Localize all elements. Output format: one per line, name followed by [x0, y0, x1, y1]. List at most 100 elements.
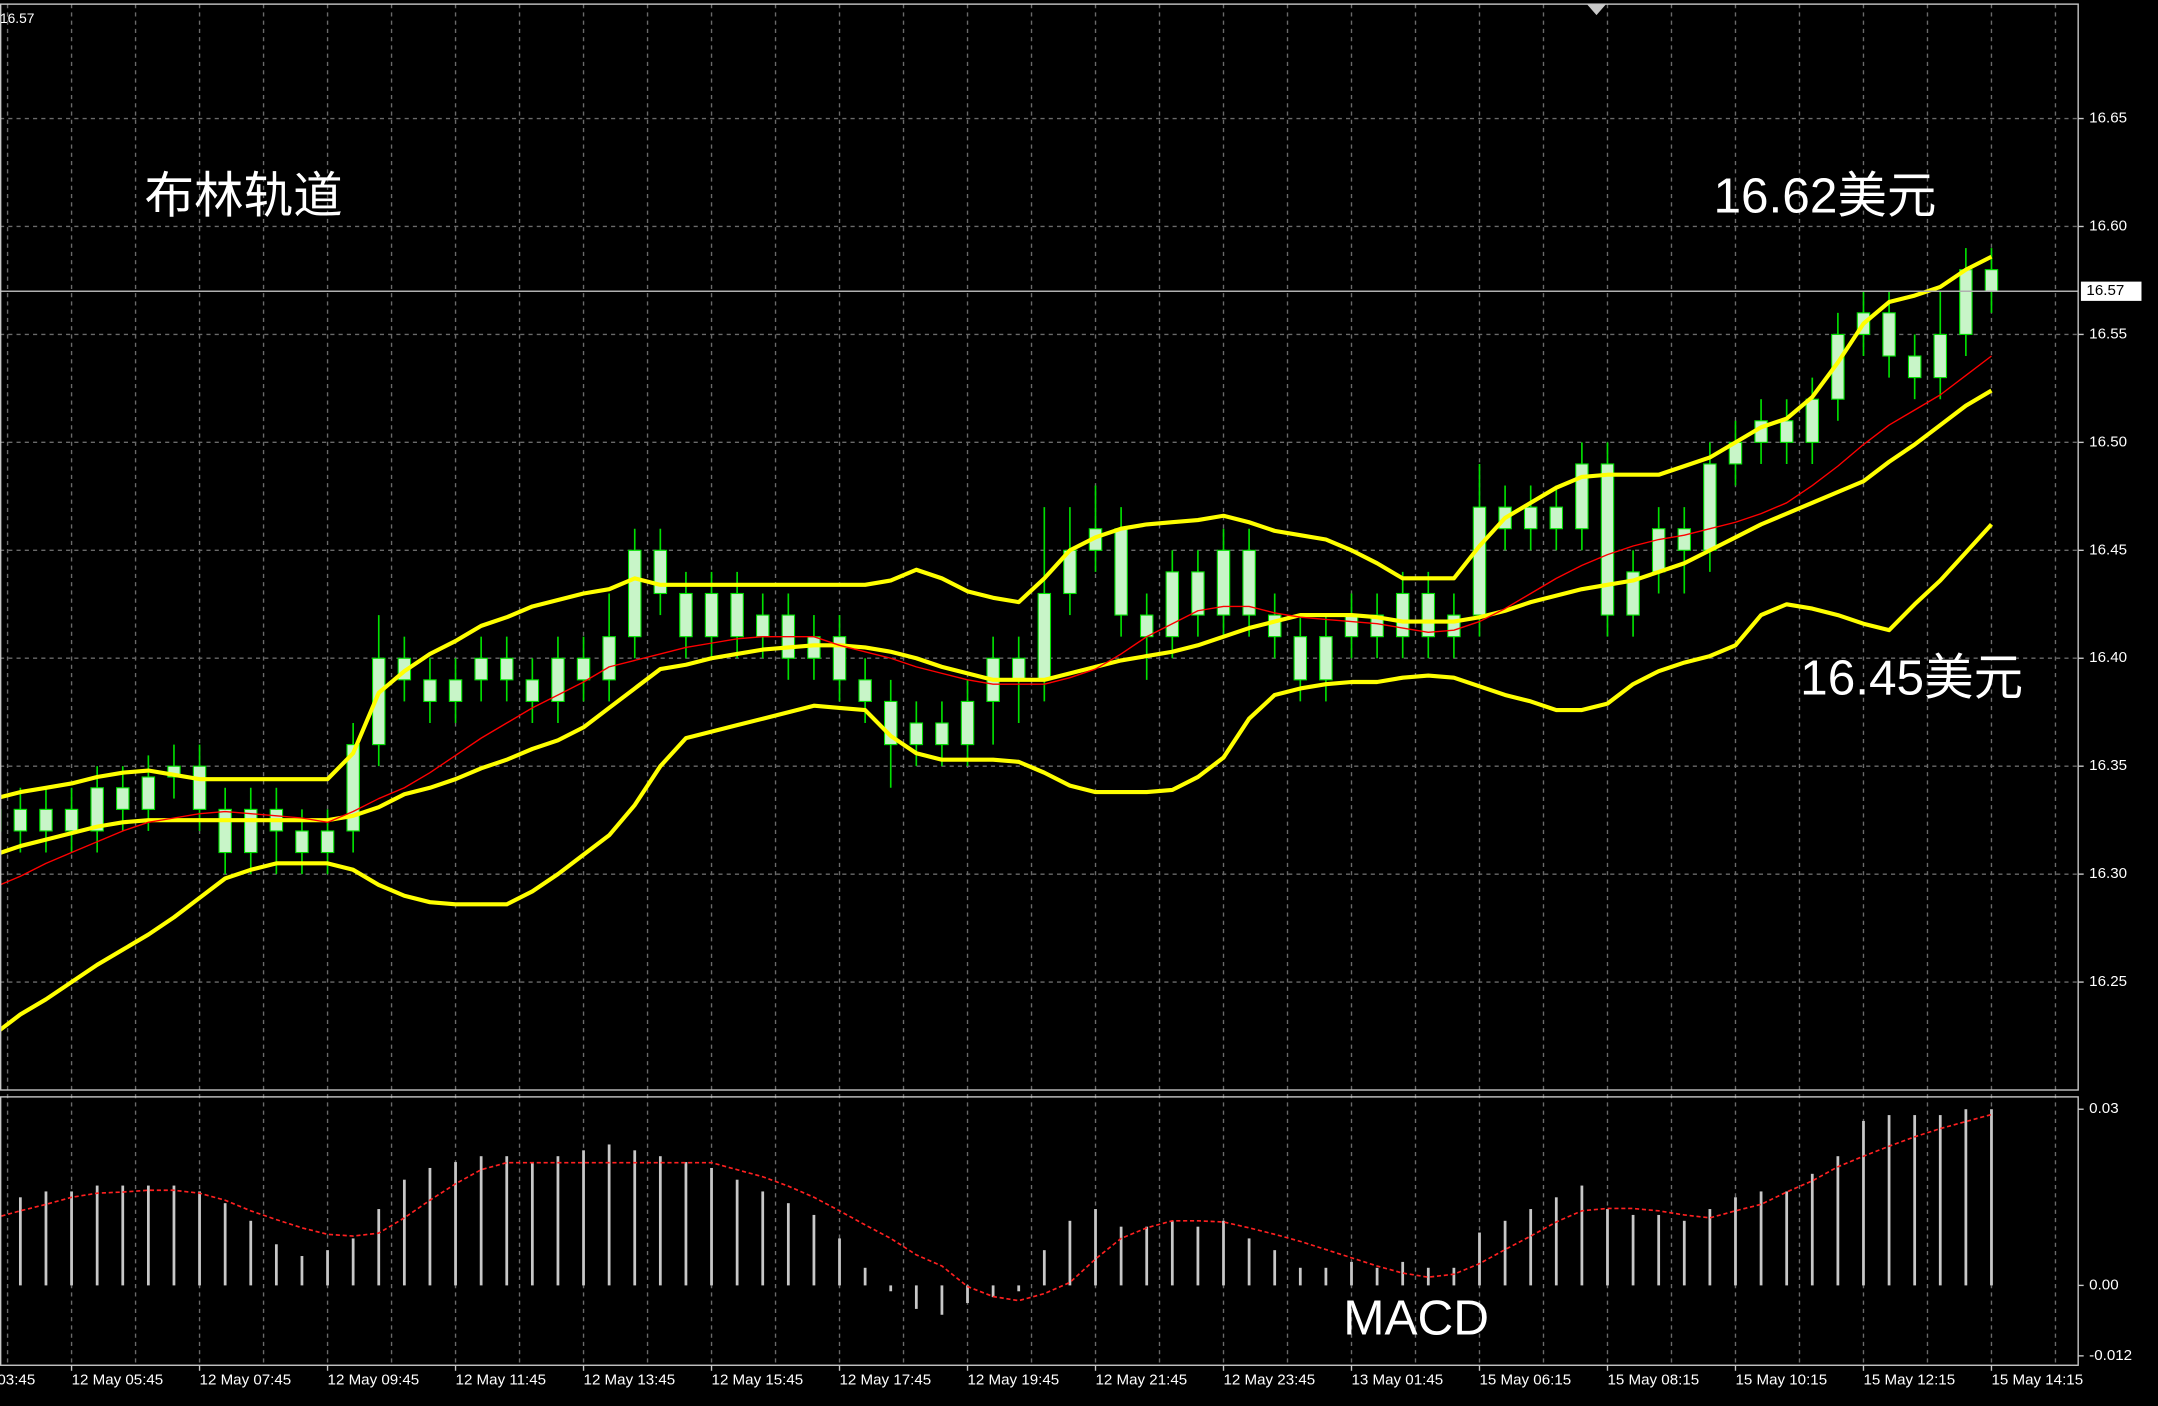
x-tick-label: 15 May 12:15 — [1863, 1371, 1955, 1388]
macd-bar — [1426, 1267, 1430, 1286]
y-tick-label: 16.40 — [2089, 649, 2127, 666]
macd-bar — [1529, 1209, 1533, 1286]
candle-body — [1651, 528, 1666, 573]
candle-body — [1933, 333, 1948, 379]
x-tick-label: 15 May 08:15 — [1607, 1371, 1699, 1388]
annotation: 16.45美元 — [1800, 650, 2023, 705]
candle-body — [64, 808, 79, 832]
macd-bar — [172, 1185, 176, 1286]
candle-body — [935, 722, 949, 746]
x-tick-label: 13 May 01:45 — [1352, 1371, 1444, 1388]
candle-body — [192, 765, 207, 810]
candle-body — [1549, 506, 1564, 530]
x-tick-label: 12 May 19:45 — [968, 1371, 1060, 1388]
macd-bar — [505, 1156, 509, 1286]
macd-bar — [786, 1203, 790, 1286]
y-tick-label: 0.00 — [2089, 1276, 2118, 1293]
macd-bar — [1887, 1115, 1891, 1286]
y-tick-label: 16.55 — [2089, 325, 2127, 342]
candle-body — [960, 700, 975, 746]
x-tick-label: 12 May 17:45 — [840, 1371, 932, 1388]
candle-body — [320, 830, 335, 854]
macd-bar — [633, 1150, 637, 1286]
macd-bar — [1452, 1267, 1456, 1286]
macd-bar — [966, 1285, 969, 1304]
candle-body — [1344, 614, 1359, 638]
macd-bar — [1836, 1156, 1840, 1286]
candle-body — [500, 657, 514, 681]
macd-bar — [326, 1250, 329, 1286]
macd-bar — [95, 1185, 99, 1286]
candle-body — [1472, 506, 1487, 616]
macd-bar — [1810, 1173, 1814, 1286]
candle-body — [39, 808, 53, 832]
macd-bar — [1785, 1191, 1789, 1286]
y-tick-label: 16.60 — [2089, 217, 2127, 234]
candle-body — [909, 722, 924, 746]
macd-bar — [1375, 1267, 1379, 1286]
macd-bar — [1042, 1250, 1046, 1286]
x-tick-label: 12 May 09:45 — [328, 1371, 420, 1388]
macd-bar — [1734, 1197, 1737, 1286]
macd-bar — [914, 1285, 918, 1309]
macd-bar — [1145, 1226, 1149, 1286]
candle-body — [295, 830, 309, 854]
macd-bar — [18, 1197, 22, 1286]
macd-bar — [70, 1191, 73, 1286]
macd-bar — [1862, 1120, 1865, 1286]
candle-body — [1447, 614, 1461, 638]
candle-body — [1805, 398, 1820, 443]
macd-bar — [940, 1285, 944, 1315]
candle-body — [1216, 549, 1231, 616]
candle-body — [1165, 571, 1180, 638]
candle-body — [627, 549, 642, 638]
x-tick-label: 12 May 07:45 — [200, 1371, 292, 1388]
macd-bar — [1606, 1209, 1609, 1286]
candle-body — [1011, 657, 1026, 681]
macd-bar — [1682, 1220, 1686, 1286]
candle-body — [1242, 549, 1256, 616]
candle-body — [704, 592, 719, 638]
indicator-line — [0, 355, 1992, 886]
x-tick-label: 12 May 23:45 — [1224, 1371, 1316, 1388]
macd-bar — [1401, 1261, 1405, 1286]
macd-bar — [1631, 1214, 1635, 1286]
candle-body — [551, 657, 565, 702]
candle-body — [1600, 463, 1615, 616]
macd-bar — [479, 1156, 483, 1286]
y-tick-label: 0.03 — [2089, 1100, 2118, 1117]
candle-body — [1139, 614, 1154, 638]
macd-bar — [1350, 1261, 1353, 1286]
macd-bar — [889, 1285, 893, 1292]
candle-body — [1114, 528, 1128, 616]
x-tick-label: 12 May 03:45 — [0, 1371, 35, 1388]
macd-bar — [1324, 1267, 1328, 1286]
candle-body — [653, 549, 668, 595]
y-tick-label: -0.012 — [2089, 1347, 2132, 1364]
macd-bar — [838, 1238, 841, 1286]
macd-bar — [1298, 1267, 1302, 1286]
macd-bar — [607, 1144, 611, 1286]
top-price-label: 16.57 — [0, 11, 34, 26]
macd-bar — [1017, 1285, 1021, 1292]
candle-body — [1523, 506, 1538, 530]
macd-bar — [530, 1162, 534, 1286]
y-tick-label: 16.35 — [2089, 757, 2127, 774]
candle-body — [1984, 269, 1999, 292]
candle-body — [1191, 571, 1205, 616]
candle-body — [1831, 333, 1845, 400]
macd-bar — [351, 1238, 355, 1286]
macd-bar — [402, 1179, 406, 1286]
candle-body — [167, 765, 181, 778]
macd-bar — [1554, 1197, 1558, 1286]
macd-bar — [198, 1191, 201, 1286]
macd-bar — [300, 1256, 304, 1286]
candle-body — [1779, 420, 1794, 443]
candle-body — [1293, 636, 1308, 681]
candle-body — [1267, 614, 1282, 638]
macd-bar — [684, 1162, 688, 1286]
candle-body — [244, 808, 258, 854]
macd-bar — [428, 1167, 432, 1286]
